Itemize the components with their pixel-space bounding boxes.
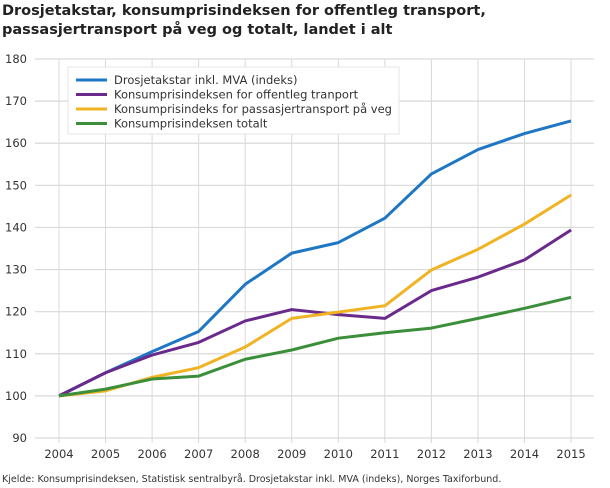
series-line-3	[58, 295, 572, 398]
legend-box	[67, 66, 400, 135]
x-tick-label: 2010	[324, 447, 353, 461]
source-note: Kjelde: Konsumprisindeksen, Statistisk s…	[2, 474, 502, 485]
y-tick-label: 120	[5, 305, 27, 319]
y-tick-label: 180	[5, 52, 27, 66]
x-tick-label: 2007	[184, 447, 213, 461]
y-tick-label: 110	[5, 347, 27, 361]
x-tick-label: 2012	[417, 447, 446, 461]
x-tick-label: 2011	[370, 447, 399, 461]
legend-label: Drosjetakstar inkl. MVA (indeks)	[114, 73, 297, 87]
y-tick-label: 150	[5, 178, 27, 192]
x-tick-label: 2008	[231, 447, 260, 461]
chart-title: Drosjetakstar, konsumprisindeksen for of…	[2, 3, 486, 38]
y-tick-label: 90	[12, 431, 27, 445]
y-tick-label: 160	[5, 136, 27, 150]
series-line-2	[58, 193, 572, 398]
y-tick-label: 140	[5, 220, 27, 234]
y-tick-label: 170	[5, 94, 27, 108]
x-tick-label: 2005	[91, 447, 120, 461]
series-line-1	[58, 228, 572, 398]
x-tick-label: 2015	[556, 447, 585, 461]
x-tick-label: 2004	[44, 447, 73, 461]
legend-label: Konsumprisindeks for passasjertransport …	[114, 102, 392, 116]
x-tick-label: 2006	[137, 447, 166, 461]
legend-label: Konsumprisindeksen for offentleg tranpor…	[114, 88, 359, 102]
x-tick-label: 2014	[510, 447, 539, 461]
y-tick-label: 100	[5, 389, 27, 403]
x-tick-label: 2013	[463, 447, 492, 461]
legend-label: Konsumprisindeksen totalt	[114, 117, 268, 131]
x-tick-label: 2009	[277, 447, 306, 461]
y-tick-label: 130	[5, 263, 27, 277]
series-line-0	[58, 119, 572, 398]
